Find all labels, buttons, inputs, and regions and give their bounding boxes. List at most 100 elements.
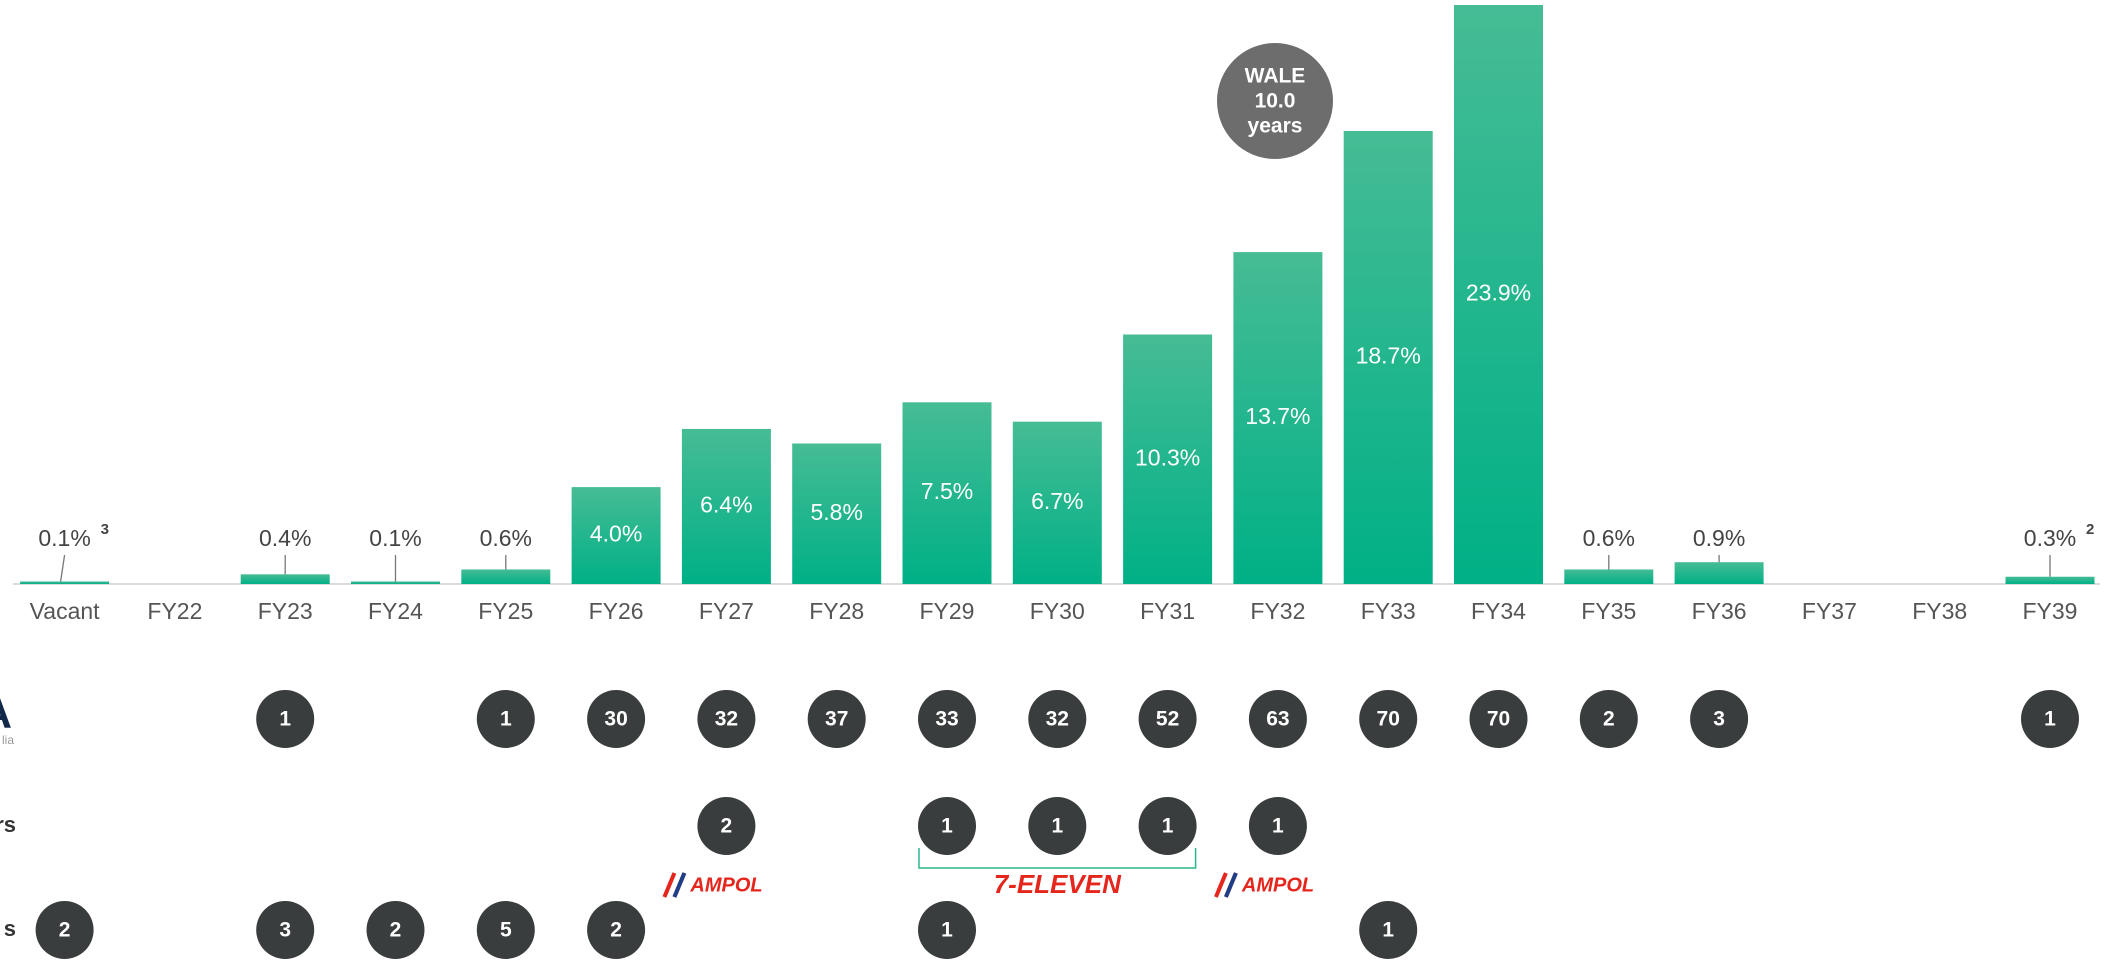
count-circle (1028, 690, 1087, 748)
count-circle (918, 797, 976, 855)
count-label: 2 (721, 815, 733, 838)
count-label: 52 (1156, 708, 1179, 731)
count-label: 1 (2044, 708, 2056, 731)
count-circle (366, 901, 425, 959)
count-label: 70 (1487, 708, 1510, 731)
count-circle (476, 901, 535, 959)
count-label: 3 (279, 919, 291, 942)
count-label: 1 (941, 919, 953, 942)
value-label: 13.7% (1245, 403, 1310, 429)
count-circle (587, 901, 646, 959)
count-label: 70 (1377, 708, 1400, 731)
count-label: 1 (941, 815, 953, 838)
bar (1233, 252, 1323, 584)
value-label: 10.3% (1135, 444, 1200, 470)
wale-bubble (1217, 43, 1333, 159)
count-circle (35, 901, 94, 959)
x-tick-label: FY38 (1912, 598, 1967, 624)
count-label: 2 (390, 919, 402, 942)
bar (1012, 421, 1102, 584)
bar (1123, 334, 1213, 584)
x-tick-label: FY34 (1471, 598, 1526, 624)
brand-slash-blue (1224, 872, 1238, 898)
count-circle (1248, 797, 1307, 855)
bar (1454, 5, 1543, 584)
x-tick-label: FY31 (1140, 598, 1195, 624)
count-label: 33 (935, 708, 958, 731)
footnote-marker: 3 (101, 521, 109, 538)
x-tick-label: FY22 (147, 598, 202, 624)
value-label: 0.9% (1693, 525, 1745, 551)
count-circle (476, 690, 535, 748)
count-label: 1 (500, 708, 512, 731)
bar (20, 581, 110, 584)
value-label: 4.0% (590, 521, 642, 547)
x-tick-label: FY29 (920, 598, 975, 624)
x-tick-label: FY26 (589, 598, 644, 624)
count-label: 5 (500, 919, 512, 942)
row-label: A (0, 689, 12, 738)
count-circle (2021, 690, 2079, 748)
count-label: 2 (1603, 708, 1615, 731)
bar (681, 428, 771, 584)
count-label: 1 (1051, 815, 1063, 838)
count-label: 2 (59, 919, 71, 942)
count-circle (256, 690, 315, 748)
bar (1564, 569, 1654, 584)
value-label: 7.5% (921, 478, 973, 504)
count-label: 32 (715, 708, 738, 731)
wale-text: years (1248, 115, 1303, 138)
x-tick-label: FY32 (1250, 598, 1305, 624)
count-label: 1 (279, 708, 291, 731)
count-label: 32 (1046, 708, 1069, 731)
row-sublabel: lia (2, 733, 14, 747)
brand-logo: 7-ELEVEN (994, 869, 1122, 899)
row-label: s (4, 916, 16, 941)
x-tick-label: FY25 (478, 598, 533, 624)
brand-logo: AMPOL (689, 874, 762, 896)
bar (792, 443, 882, 584)
value-label: 5.8% (810, 499, 862, 525)
value-label: 23.9% (1466, 280, 1531, 306)
x-tick-label: FY33 (1361, 598, 1416, 624)
count-circle (587, 690, 646, 748)
count-circle (697, 690, 756, 748)
wale-text: WALE (1245, 65, 1306, 88)
count-label: 1 (1272, 815, 1284, 838)
count-label: 1 (1382, 919, 1394, 942)
x-tick-label: Vacant (30, 598, 101, 624)
count-circle (697, 797, 756, 855)
count-circle (1579, 690, 1638, 748)
x-tick-label: FY28 (809, 598, 864, 624)
count-label: 30 (604, 708, 627, 731)
leader-line (59, 554, 66, 582)
x-tick-label: FY35 (1581, 598, 1636, 624)
count-circle (918, 690, 976, 748)
x-tick-label: FY37 (1802, 598, 1857, 624)
value-label: 0.4% (259, 525, 311, 551)
value-label: 0.6% (480, 525, 532, 551)
x-tick-label: FY36 (1692, 598, 1747, 624)
count-label: 37 (825, 708, 848, 731)
x-tick-label: FY39 (2023, 598, 2078, 624)
wale-text: 10.0 (1255, 90, 1296, 113)
count-circle (1359, 690, 1418, 748)
count-circle (1028, 797, 1087, 855)
footnote-marker: 2 (2086, 521, 2094, 538)
count-circle (1248, 690, 1307, 748)
x-tick-label: FY24 (368, 598, 423, 624)
value-label: 6.4% (700, 492, 752, 518)
bar (461, 569, 551, 584)
row-label: rs (0, 812, 16, 837)
value-label: 0.3% (2024, 525, 2076, 551)
brand-logo: AMPOL (1241, 874, 1314, 896)
value-label: 0.1% (369, 525, 421, 551)
value-label: 0.1% (38, 525, 90, 551)
x-tick-label: FY23 (258, 598, 313, 624)
brand-slash-blue (672, 872, 687, 898)
x-tick-label: FY30 (1030, 598, 1085, 624)
count-label: 63 (1266, 708, 1289, 731)
value-label: 6.7% (1031, 488, 1083, 514)
bar (240, 574, 330, 584)
